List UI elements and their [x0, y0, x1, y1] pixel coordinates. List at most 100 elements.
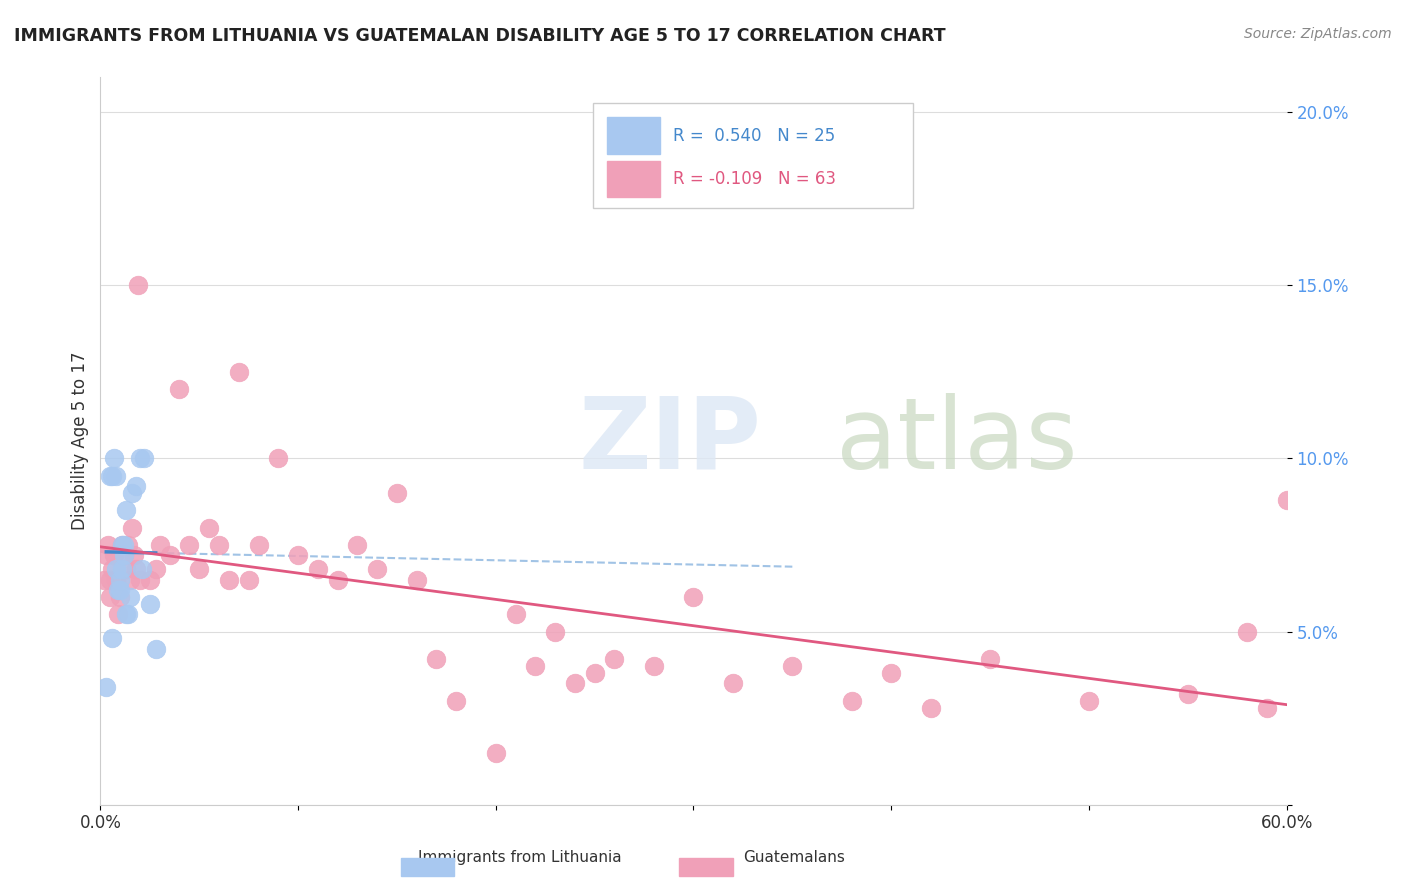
FancyBboxPatch shape	[593, 103, 912, 209]
Point	[1275, 492, 1298, 507]
Point	[307, 562, 329, 576]
Point	[115, 503, 138, 517]
Point	[721, 676, 744, 690]
Text: Source: ZipAtlas.com: Source: ZipAtlas.com	[1244, 27, 1392, 41]
Point	[131, 562, 153, 576]
Point	[96, 549, 118, 563]
Point	[267, 451, 290, 466]
Point	[841, 694, 863, 708]
Point	[125, 479, 148, 493]
Point	[385, 486, 408, 500]
Text: R =  0.540   N = 25: R = 0.540 N = 25	[673, 127, 835, 145]
Point	[132, 451, 155, 466]
FancyBboxPatch shape	[607, 118, 661, 153]
Point	[1077, 694, 1099, 708]
Point	[139, 573, 162, 587]
Point	[111, 538, 134, 552]
Point	[121, 486, 143, 500]
Point	[122, 549, 145, 563]
Point	[115, 562, 138, 576]
Point	[444, 694, 467, 708]
Point	[524, 659, 547, 673]
Point	[238, 573, 260, 587]
Text: R = -0.109   N = 63: R = -0.109 N = 63	[673, 170, 837, 188]
Point	[107, 582, 129, 597]
Point	[103, 451, 125, 466]
Point	[97, 538, 120, 552]
Point	[346, 538, 368, 552]
Point	[103, 549, 125, 563]
Point	[1236, 624, 1258, 639]
Point	[115, 607, 138, 622]
Point	[1177, 687, 1199, 701]
Point	[128, 573, 150, 587]
Point	[117, 538, 139, 552]
Text: Immigrants from Lithuania: Immigrants from Lithuania	[419, 850, 621, 865]
Point	[228, 365, 250, 379]
Point	[405, 573, 427, 587]
Point	[111, 562, 134, 576]
Point	[287, 549, 309, 563]
Text: ZIP: ZIP	[578, 392, 761, 490]
Point	[98, 468, 121, 483]
Point	[425, 652, 447, 666]
Point	[326, 573, 349, 587]
Point	[101, 468, 124, 483]
Point	[145, 641, 167, 656]
Point	[125, 562, 148, 576]
Point	[159, 549, 181, 563]
Point	[505, 607, 527, 622]
Point	[583, 666, 606, 681]
Point	[198, 521, 221, 535]
Point	[112, 549, 135, 563]
Point	[111, 538, 134, 552]
Point	[979, 652, 1001, 666]
Point	[108, 573, 131, 587]
Point	[101, 632, 124, 646]
Point	[93, 573, 115, 587]
Point	[208, 538, 231, 552]
Point	[127, 278, 149, 293]
Point	[105, 562, 128, 576]
Point	[145, 562, 167, 576]
Point	[108, 590, 131, 604]
Point	[139, 597, 162, 611]
Point	[564, 676, 586, 690]
Point	[128, 451, 150, 466]
Point	[179, 538, 201, 552]
Point	[188, 562, 211, 576]
Point	[112, 538, 135, 552]
Point	[643, 659, 665, 673]
Point	[920, 700, 942, 714]
Point	[603, 652, 626, 666]
Point	[682, 590, 704, 604]
Point	[121, 521, 143, 535]
Text: atlas: atlas	[835, 392, 1077, 490]
Point	[117, 607, 139, 622]
Point	[107, 607, 129, 622]
Point	[366, 562, 388, 576]
Point	[105, 468, 128, 483]
Point	[1256, 700, 1278, 714]
Y-axis label: Disability Age 5 to 17: Disability Age 5 to 17	[72, 351, 89, 531]
Point	[118, 573, 141, 587]
Point	[108, 582, 131, 597]
Point	[112, 549, 135, 563]
Point	[218, 573, 240, 587]
Point	[782, 659, 804, 673]
Point	[247, 538, 270, 552]
Point	[96, 680, 118, 694]
Point	[98, 590, 121, 604]
Point	[169, 382, 191, 396]
Point	[544, 624, 567, 639]
Point	[118, 590, 141, 604]
Point	[880, 666, 903, 681]
FancyBboxPatch shape	[607, 161, 661, 197]
Point	[105, 573, 128, 587]
Point	[485, 746, 508, 760]
Point	[101, 562, 124, 576]
Point	[98, 573, 121, 587]
Text: Guatemalans: Guatemalans	[744, 850, 845, 865]
Text: IMMIGRANTS FROM LITHUANIA VS GUATEMALAN DISABILITY AGE 5 TO 17 CORRELATION CHART: IMMIGRANTS FROM LITHUANIA VS GUATEMALAN …	[14, 27, 946, 45]
Point	[149, 538, 172, 552]
